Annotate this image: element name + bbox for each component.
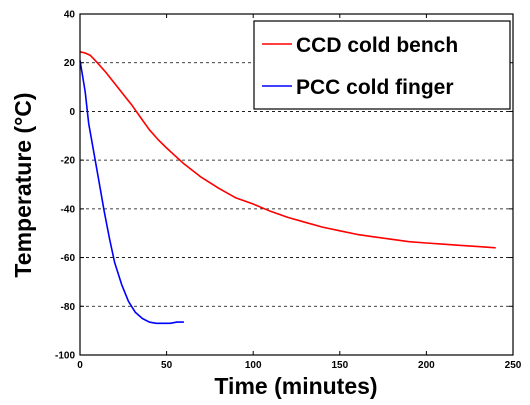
- x-tick-label: 250: [505, 360, 522, 371]
- legend-label-ccd: CCD cold bench: [296, 34, 458, 57]
- series-lines: [79, 51, 496, 325]
- legend: CCD cold bench PCC cold finger: [253, 20, 511, 110]
- series-line-pcc-cold-finger: [79, 60, 184, 325]
- grid-lines: [80, 62, 513, 307]
- y-tick-label: -60: [61, 253, 76, 264]
- x-tick-label: 0: [77, 360, 83, 371]
- y-tick-label: -80: [61, 302, 76, 313]
- x-tick-label: 200: [418, 360, 435, 371]
- legend-box: [253, 20, 511, 110]
- legend-label-pcc: PCC cold finger: [296, 76, 454, 99]
- x-tick-label: 50: [161, 360, 173, 371]
- x-tick-label: 150: [331, 360, 348, 371]
- y-axis-title: Temperature (°C): [10, 92, 36, 277]
- x-axis-title: Time (minutes): [214, 373, 377, 399]
- plot-frame: [79, 13, 514, 356]
- x-tick-label: 100: [245, 360, 262, 371]
- y-tick-label: 0: [69, 107, 75, 118]
- y-tick-label: 20: [64, 58, 76, 69]
- y-tick-label: 40: [64, 10, 76, 21]
- series-line-ccd-cold-bench: [79, 51, 496, 249]
- y-tick-label: -40: [61, 204, 76, 215]
- y-tick-label: -100: [55, 351, 75, 362]
- y-tick-label: -20: [61, 156, 76, 167]
